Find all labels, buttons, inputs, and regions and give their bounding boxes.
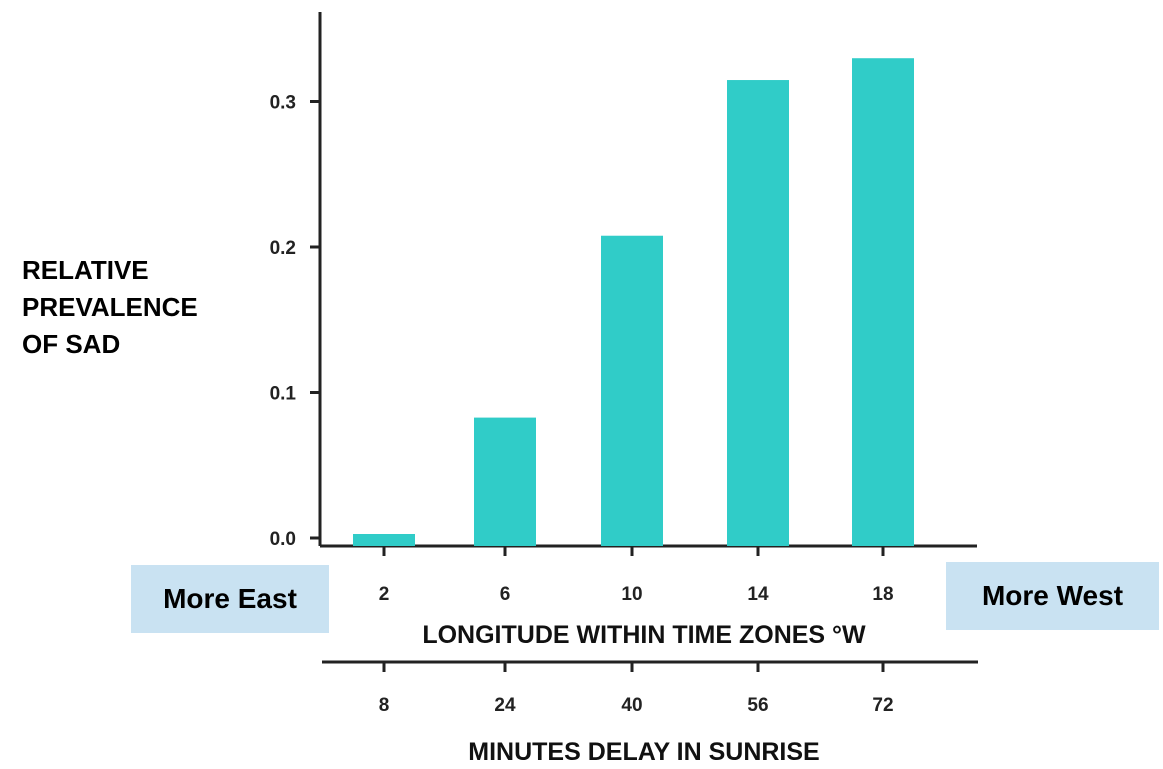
secondary-tick-labels: 8 24 40 56 72 <box>379 662 894 716</box>
secondary-tick-label: 72 <box>872 695 893 716</box>
more-east-callout: More East <box>131 565 329 633</box>
bar-18 <box>852 58 914 547</box>
x-tick-label: 18 <box>872 584 893 605</box>
y-tick-label: 0.3 <box>270 93 296 114</box>
bar-2 <box>353 534 415 546</box>
x-tick-labels: 2 6 10 14 18 <box>379 546 894 605</box>
secondary-tick-label: 24 <box>494 695 516 716</box>
y-tick-label: 0.2 <box>270 238 296 259</box>
y-axis-label-line-1: RELATIVE <box>22 255 149 285</box>
bar-10 <box>601 235 663 546</box>
secondary-tick-label: 40 <box>621 695 642 716</box>
y-ticks: 0.0 0.1 0.2 0.3 <box>270 93 320 550</box>
secondary-tick-label: 8 <box>379 695 390 716</box>
y-axis-label-line-2: PREVALENCE <box>22 292 198 322</box>
y-tick-label: 0.1 <box>270 384 297 405</box>
bar-14 <box>727 80 789 546</box>
y-tick-label: 0.0 <box>270 529 296 550</box>
secondary-axis-title: MINUTES DELAY IN SUNRISE <box>468 738 819 766</box>
more-west-callout: More West <box>946 562 1159 630</box>
secondary-tick-label: 56 <box>747 695 768 716</box>
x-axis-title: LONGITUDE WITHIN TIME ZONES °W <box>422 621 866 649</box>
x-tick-label: 10 <box>621 584 642 605</box>
bar-6 <box>474 417 536 546</box>
x-tick-label: 2 <box>379 584 390 605</box>
x-tick-label: 14 <box>747 584 769 605</box>
bars <box>353 58 914 547</box>
y-axis-label-line-3: OF SAD <box>22 329 120 359</box>
y-axis-label: RELATIVE PREVALENCE OF SAD <box>22 255 205 359</box>
x-tick-label: 6 <box>500 584 511 605</box>
